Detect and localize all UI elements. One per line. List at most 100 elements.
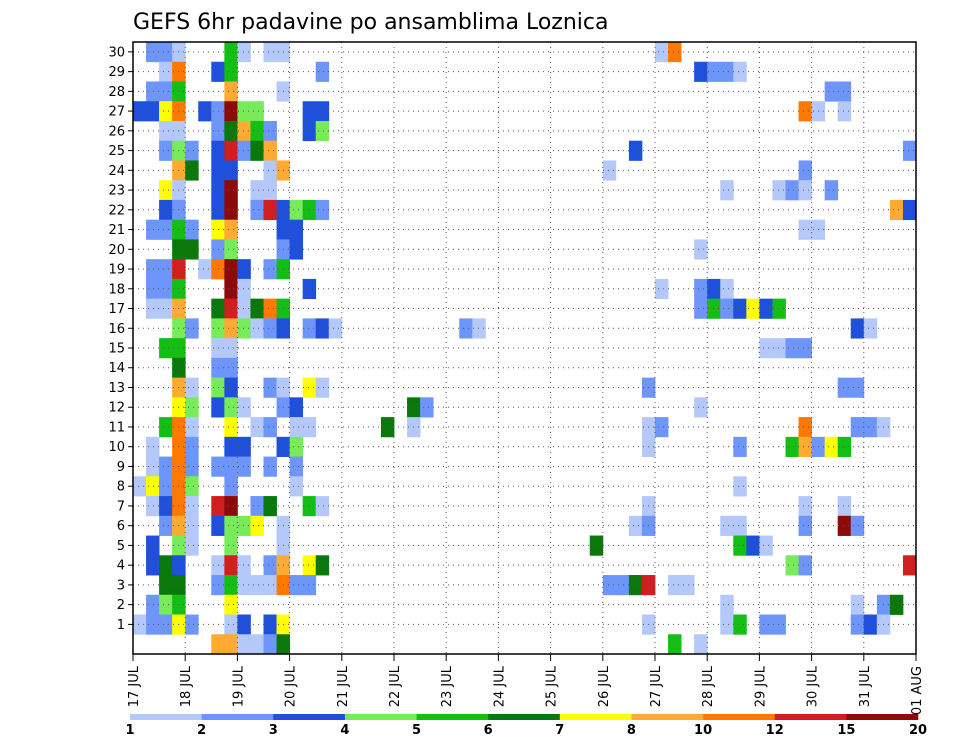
heatmap-cell — [159, 575, 173, 596]
heatmap-cell — [224, 298, 238, 319]
heatmap-cell — [159, 81, 173, 102]
heatmap-cell — [733, 515, 747, 536]
heatmap-cell — [694, 397, 708, 418]
heatmap-cell — [302, 575, 317, 596]
heatmap-cell — [224, 219, 238, 240]
chart-title: GEFS 6hr padavine po ansamblima Loznica — [133, 10, 608, 35]
x-tick-label: 30 JUL — [806, 665, 821, 707]
heatmap-cell — [237, 555, 251, 576]
y-tick-label: 9 — [117, 460, 125, 475]
heatmap-cell — [772, 338, 786, 359]
heatmap-cell — [224, 456, 238, 477]
x-tick-label: 17 JUL — [127, 665, 142, 707]
heatmap-cell — [146, 42, 160, 63]
y-tick-label: 12 — [108, 401, 125, 416]
heatmap-cell — [224, 318, 238, 339]
heatmap-cell — [759, 535, 773, 556]
heatmap-cell — [224, 417, 238, 438]
heatmap-cell — [159, 496, 173, 517]
heatmap-cell — [733, 535, 747, 556]
heatmap-cell — [850, 377, 865, 398]
heatmap-cell — [289, 456, 304, 477]
heatmap-cell — [302, 101, 317, 122]
colorbar-label: 6 — [484, 723, 493, 738]
heatmap-cell — [263, 160, 277, 181]
heatmap-cell — [420, 397, 434, 418]
heatmap-cell — [224, 535, 238, 556]
heatmap-cell — [302, 555, 317, 576]
colorbar-swatch — [273, 714, 346, 720]
y-tick-label: 4 — [117, 559, 125, 574]
heatmap-cell — [902, 140, 917, 161]
heatmap-cell — [224, 357, 238, 379]
heatmap-cell — [289, 575, 304, 596]
heatmap-cell — [185, 140, 199, 161]
heatmap-cell — [224, 239, 238, 260]
heatmap-cell — [159, 476, 173, 497]
heatmap-cell — [224, 199, 238, 221]
heatmap-cell — [159, 140, 173, 161]
heatmap-cell — [250, 199, 264, 221]
x-tick-label: 28 JUL — [701, 665, 716, 707]
heatmap-cell — [694, 634, 708, 655]
heatmap-cell — [250, 120, 264, 142]
x-axis-ticks: 17 JUL 18 JUL 19 JUL 20 JUL 21 JUL 22 JUL 23 J… — [127, 654, 925, 715]
heatmap-cell — [798, 515, 812, 536]
heatmap-cell — [798, 496, 812, 517]
heatmap-cell — [198, 101, 212, 122]
y-axis-ticks: 1234567891011121314151617181920212223242… — [108, 45, 133, 633]
heatmap-cell — [211, 634, 225, 655]
heatmap-cell — [668, 42, 682, 63]
heatmap-cell — [146, 298, 160, 319]
heatmap-cell — [720, 180, 734, 201]
x-tick-label: 21 JUL — [336, 665, 351, 707]
heatmap-cell — [302, 278, 317, 300]
heatmap-cell — [250, 180, 264, 201]
colorbar-legend: 1 2 3 4 5 6 7 8 10 12 15 20 — [125, 714, 927, 738]
heatmap-cell — [798, 101, 812, 122]
heatmap-cell — [224, 575, 238, 596]
y-tick-label: 22 — [108, 203, 125, 218]
heatmap-cell — [798, 555, 812, 576]
heatmap-cell — [146, 594, 160, 615]
heatmap-cell — [720, 61, 734, 82]
heatmap-cell — [263, 417, 277, 438]
y-tick-label: 16 — [108, 322, 125, 337]
heatmap-cell — [628, 140, 643, 161]
x-tick-label: 29 JUL — [753, 665, 768, 707]
heatmap-cell — [237, 259, 251, 280]
heatmap-cell — [837, 515, 852, 536]
y-tick-label: 20 — [108, 243, 125, 258]
heatmap-cell — [159, 594, 173, 615]
x-tick-label: 01 AUG — [910, 666, 925, 715]
colorbar-swatch — [344, 714, 417, 720]
heatmap-cell — [720, 278, 734, 300]
heatmap-cell — [159, 259, 173, 280]
y-tick-label: 23 — [108, 184, 125, 199]
heatmap-cell — [133, 476, 147, 497]
heatmap-cell — [224, 140, 238, 161]
heatmap-cell — [380, 417, 395, 438]
heatmap-cell — [263, 42, 277, 63]
heatmap-cell — [759, 338, 773, 359]
heatmap-cell — [863, 417, 878, 438]
x-tick-label: 27 JUL — [649, 665, 664, 707]
heatmap-cell — [655, 417, 669, 438]
heatmap-cell — [146, 614, 160, 635]
heatmap-cell — [146, 436, 160, 457]
heatmap-cells — [133, 42, 917, 655]
heatmap-cell — [185, 436, 199, 457]
heatmap-cell — [276, 634, 290, 655]
heatmap-cell — [133, 614, 147, 635]
heatmap-cell — [250, 515, 264, 536]
y-tick-label: 17 — [108, 302, 125, 317]
heatmap-cell — [315, 61, 330, 82]
x-tick-label: 20 JUL — [284, 665, 299, 707]
heatmap-cell — [224, 436, 238, 457]
heatmap-cell — [237, 397, 251, 418]
heatmap-cell — [315, 318, 330, 339]
heatmap-cell — [185, 377, 199, 398]
heatmap-cell — [837, 81, 852, 102]
heatmap-cell — [720, 594, 734, 615]
heatmap-cell — [185, 219, 199, 240]
